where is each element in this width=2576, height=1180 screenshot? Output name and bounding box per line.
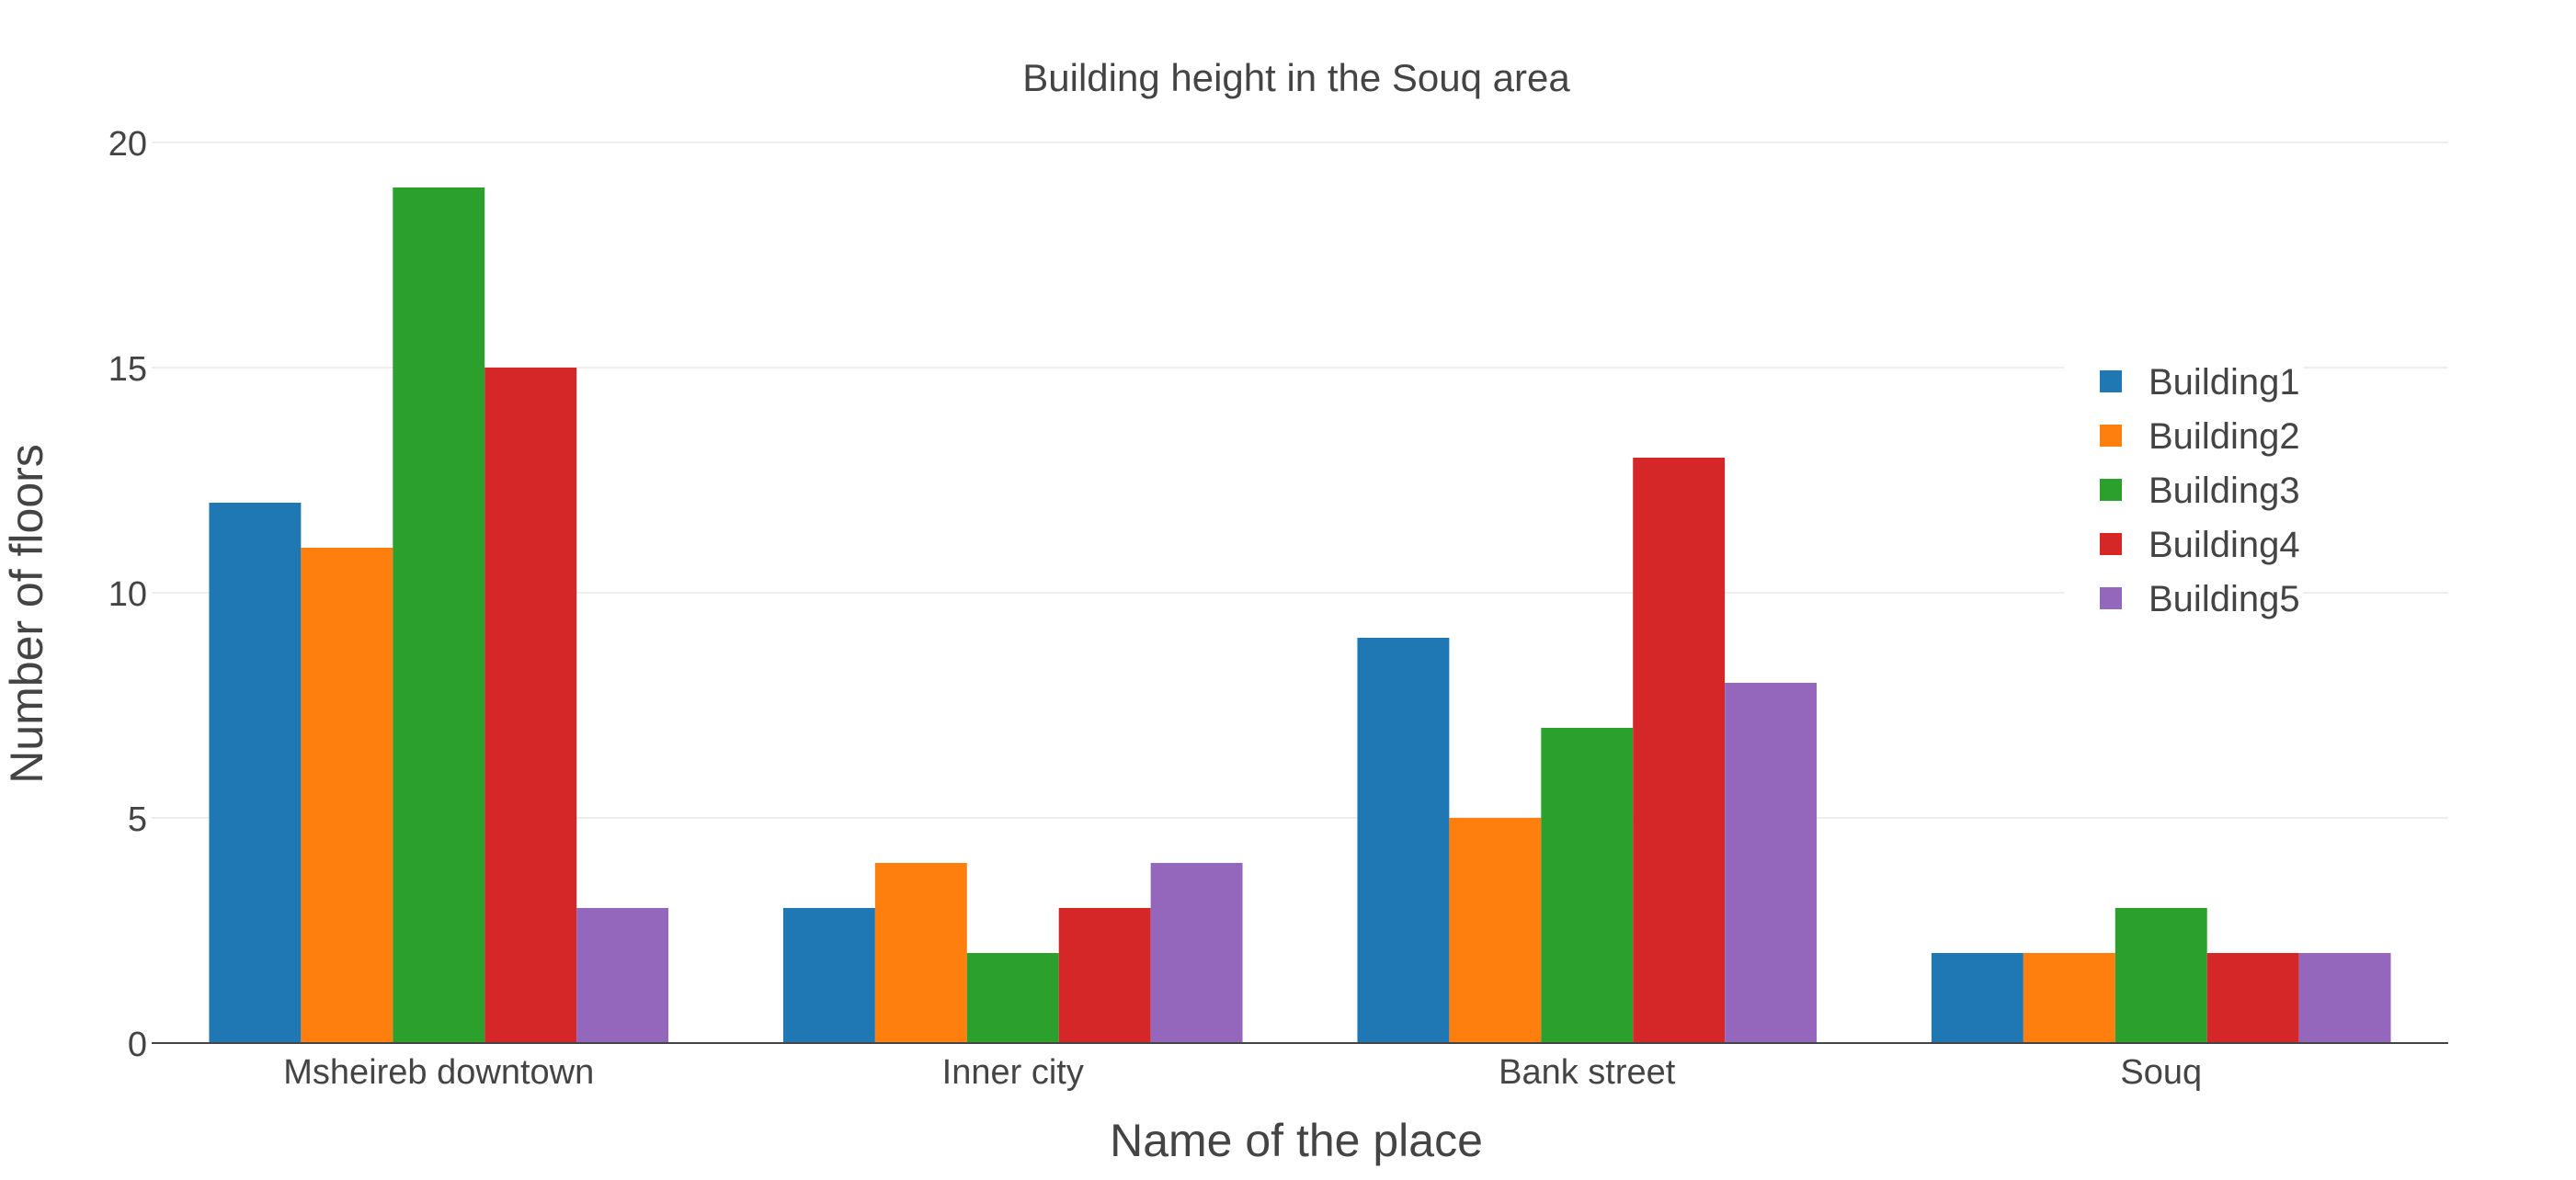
bar-building3-1 xyxy=(966,953,1059,1043)
bar-building3-2 xyxy=(1541,728,1634,1043)
bar-building1-3 xyxy=(1931,953,2023,1043)
x-tick-label: Msheireb downtown xyxy=(283,1053,594,1092)
y-axis-title: Number of floors xyxy=(1,444,52,784)
legend-label-building3: Building3 xyxy=(2149,471,2300,511)
legend-label-building5: Building5 xyxy=(2149,579,2300,619)
x-tick-label: Bank street xyxy=(1499,1053,1676,1092)
legend-label-building2: Building2 xyxy=(2149,416,2300,457)
legend-swatch-building3 xyxy=(2100,479,2122,501)
legend-swatch-building2 xyxy=(2100,425,2122,447)
y-tick-label: 15 xyxy=(108,350,147,389)
bars-group xyxy=(209,187,2391,1043)
chart-title: Building height in the Souq area xyxy=(1022,56,1570,99)
bar-building1-2 xyxy=(1357,638,1450,1043)
legend: Building1 Building2 Building3 Building4 Buil… xyxy=(2064,347,2303,619)
x-axis-title: Name of the place xyxy=(1110,1115,1483,1166)
bar-building4-3 xyxy=(2206,953,2299,1043)
bar-building5-3 xyxy=(2298,953,2391,1043)
y-tick-label: 20 xyxy=(108,125,147,164)
bar-building5-1 xyxy=(1150,863,1243,1043)
bar-building2-1 xyxy=(874,863,967,1043)
x-tick-labels: Msheireb downtown Inner city Bank street So… xyxy=(283,1053,2202,1092)
y-tick-label: 10 xyxy=(108,575,147,614)
bar-building2-2 xyxy=(1449,818,1542,1043)
legend-swatch-building4 xyxy=(2100,533,2122,555)
legend-swatch-building5 xyxy=(2100,587,2122,609)
y-tick-labels: 0 5 10 15 20 xyxy=(108,125,147,1064)
bar-building1-0 xyxy=(209,503,302,1043)
bar-building2-3 xyxy=(2023,953,2115,1043)
y-tick-label: 5 xyxy=(128,800,147,839)
legend-swatch-building1 xyxy=(2100,370,2122,392)
y-tick-label: 0 xyxy=(128,1026,147,1064)
x-tick-label: Souq xyxy=(2120,1053,2202,1092)
legend-label-building4: Building4 xyxy=(2149,525,2300,565)
bar-building1-1 xyxy=(782,908,875,1043)
legend-label-building1: Building1 xyxy=(2149,362,2300,403)
bar-building2-0 xyxy=(301,548,393,1043)
x-tick-label: Inner city xyxy=(942,1053,1084,1092)
bar-building4-2 xyxy=(1633,458,1726,1043)
bar-building3-3 xyxy=(2114,908,2207,1043)
bar-building5-0 xyxy=(576,908,669,1043)
bar-building5-2 xyxy=(1725,683,1818,1043)
bar-building4-1 xyxy=(1058,908,1151,1043)
bar-building4-0 xyxy=(484,368,577,1043)
bar-building3-0 xyxy=(393,187,485,1043)
